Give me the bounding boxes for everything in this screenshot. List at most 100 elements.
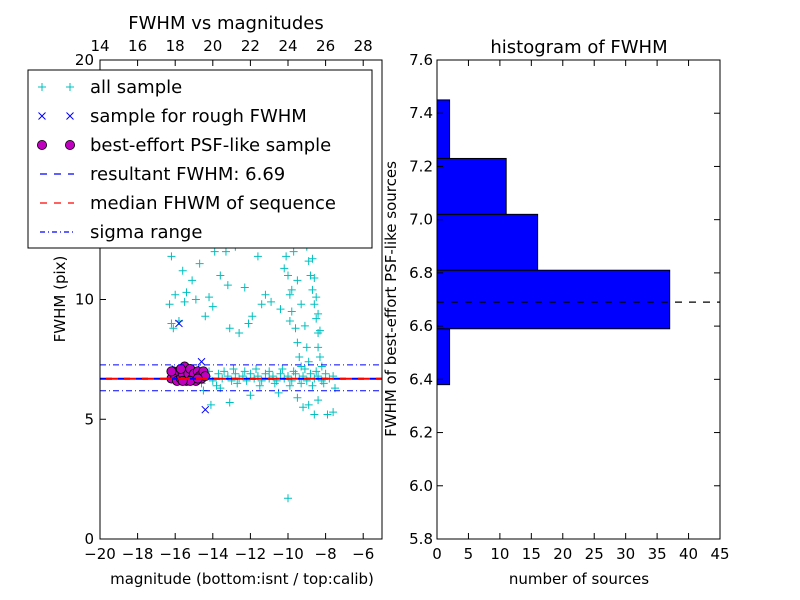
all-sample-point — [329, 408, 338, 417]
all-sample-point — [287, 307, 296, 316]
all-sample-point — [206, 400, 215, 409]
all-sample-point — [276, 369, 285, 378]
all-sample-point — [231, 369, 240, 378]
legend-label: sigma range — [90, 222, 202, 243]
all-sample-point — [205, 293, 214, 302]
all-sample-point — [244, 319, 253, 328]
legend-label: best-effort PSF-like sample — [90, 135, 331, 156]
all-sample-point — [319, 379, 328, 388]
all-sample-point — [178, 266, 187, 275]
all-sample-point — [220, 367, 229, 376]
top-tick-label: 22 — [241, 37, 260, 55]
all-sample-point — [253, 252, 262, 261]
top-tick-label: 16 — [128, 37, 147, 55]
all-sample-point — [225, 324, 234, 333]
all-sample-point — [282, 252, 291, 261]
all-sample-point — [165, 300, 174, 309]
all-sample-point — [248, 312, 257, 321]
all-sample-point — [208, 302, 217, 311]
x-tick-label: −14 — [197, 545, 229, 563]
all-sample-point — [287, 285, 296, 294]
psf-sample-point — [166, 366, 177, 377]
all-sample-point — [280, 264, 289, 273]
all-sample-point — [293, 276, 302, 285]
all-sample-point — [267, 297, 276, 306]
all-sample-point — [323, 410, 332, 419]
all-sample-point — [315, 326, 324, 335]
all-sample-point — [284, 494, 292, 503]
legend-label: all sample — [90, 77, 182, 98]
all-sample-point — [246, 391, 255, 400]
x-tick-label: 15 — [522, 545, 541, 563]
rough-fwhm-point — [201, 405, 210, 414]
x-tick-label: 30 — [616, 545, 635, 563]
all-sample-point — [214, 369, 223, 378]
all-sample-point — [252, 364, 261, 373]
all-sample-point — [235, 329, 244, 338]
y-tick-label: 6.2 — [409, 424, 433, 442]
all-sample-point — [233, 379, 242, 388]
scatter-plot: FWHM vs magnitudes magnitude (bottom:isn… — [27, 13, 383, 588]
histogram-frame — [436, 59, 721, 540]
histogram-bar — [436, 269, 671, 330]
x-tick-label: 0 — [432, 545, 442, 563]
y-tick-label: 6.8 — [409, 264, 433, 282]
legend-marker — [66, 83, 74, 91]
all-sample-point — [274, 388, 283, 397]
histogram-ticks: 0 5 10 15 20 25 30 35 40 45 5.8 6.0 6.2 6.4 6.6 6.8 7.0 7… — [409, 51, 729, 563]
histogram-bar — [436, 328, 451, 386]
legend-marker — [38, 112, 46, 120]
all-sample-point — [240, 283, 249, 292]
all-sample-point — [210, 247, 219, 256]
all-sample-point — [285, 290, 294, 299]
histogram-ylabel: FWHM of best-effort PSF-like sources — [382, 161, 400, 437]
all-sample-point — [225, 398, 234, 407]
all-sample-point — [276, 305, 285, 314]
all-sample-point — [297, 362, 306, 371]
all-sample-point — [167, 319, 176, 328]
all-sample-point — [289, 247, 298, 256]
all-sample-point — [289, 367, 298, 376]
x-tick-label: −10 — [272, 545, 304, 563]
all-sample-point — [304, 400, 313, 409]
legend-marker — [65, 139, 76, 150]
all-sample-point — [180, 297, 189, 306]
all-sample-point — [308, 381, 317, 390]
all-sample-point — [261, 290, 270, 299]
all-sample-point — [297, 300, 306, 309]
all-sample-point — [314, 396, 323, 405]
all-sample-point — [310, 410, 319, 419]
all-sample-point — [299, 403, 308, 412]
all-sample-point — [169, 324, 178, 333]
all-sample-point — [270, 379, 279, 388]
all-sample-point — [293, 338, 302, 347]
y-tick-label: 7.0 — [409, 211, 433, 229]
legend-box — [27, 69, 373, 249]
all-sample-point — [302, 343, 311, 352]
top-tick-label: 24 — [278, 37, 297, 55]
all-sample-point — [278, 364, 287, 373]
all-sample-point — [293, 393, 302, 402]
x-tick-label: 5 — [464, 545, 474, 563]
all-sample-point — [167, 252, 176, 261]
y-tick-label: 0 — [84, 530, 94, 548]
x-tick-label: −8 — [315, 545, 337, 563]
top-tick-label: 14 — [90, 37, 109, 55]
x-tick-label: 40 — [679, 545, 698, 563]
all-sample-point — [257, 300, 266, 309]
y-tick-label: 5.8 — [409, 530, 433, 548]
all-sample-point — [295, 352, 304, 361]
y-tick-label: 6.4 — [409, 370, 433, 388]
top-tick-label: 20 — [203, 37, 222, 55]
scatter-title: FWHM vs magnitudes — [128, 13, 323, 34]
all-sample-point — [300, 321, 309, 330]
x-tick-label: −6 — [352, 545, 374, 563]
all-sample-point — [291, 324, 300, 333]
all-sample-point — [216, 271, 225, 280]
all-sample-point — [246, 369, 255, 378]
all-sample-point — [201, 312, 210, 321]
y-tick-label-top: 20 — [75, 51, 94, 69]
legend-label: sample for rough FWHM — [90, 106, 307, 127]
psf-sample-point — [177, 375, 188, 386]
